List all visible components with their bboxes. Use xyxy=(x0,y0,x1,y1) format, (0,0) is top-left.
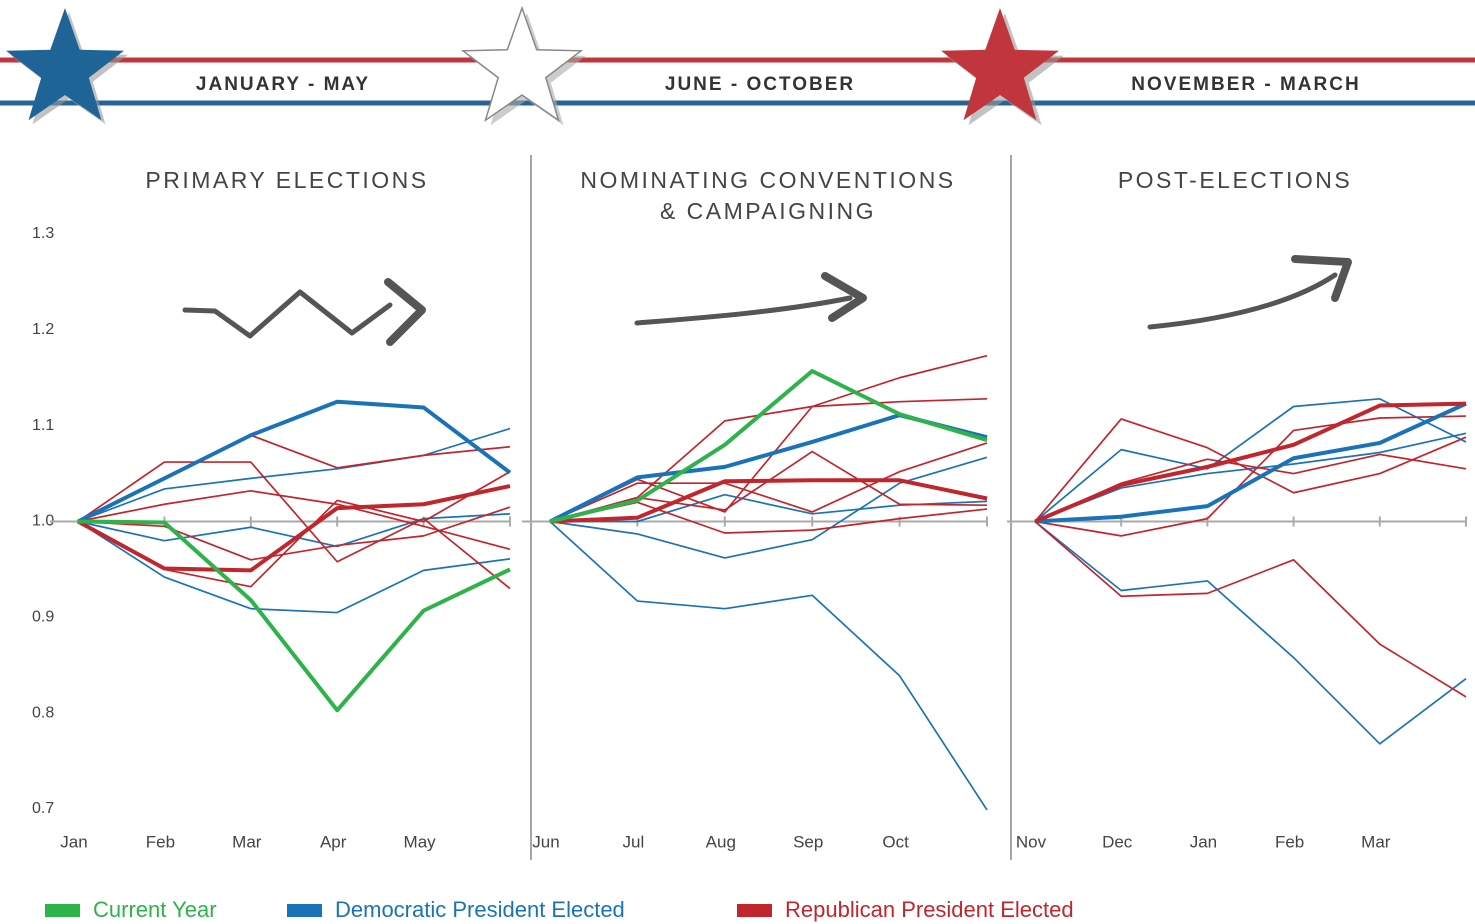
x-tick-label: Aug xyxy=(706,832,736,851)
series-line xyxy=(1035,522,1466,697)
series-line xyxy=(1035,522,1466,744)
series-line xyxy=(78,429,510,522)
legend-swatch xyxy=(737,904,772,917)
period-label: JANUARY - MAY xyxy=(196,74,370,95)
x-tick-label: Dec xyxy=(1102,832,1133,851)
y-tick-label: 1.1 xyxy=(32,417,54,434)
x-tick-label: Mar xyxy=(1361,832,1391,851)
x-tick-label: Feb xyxy=(1275,832,1304,851)
x-tick-label: Apr xyxy=(320,832,347,851)
x-tick-label: May xyxy=(404,832,437,851)
y-tick-label: 0.7 xyxy=(32,800,54,817)
x-tick-label: Jan xyxy=(60,832,87,851)
x-tick-label: Feb xyxy=(146,832,175,851)
x-tick-label: Jul xyxy=(623,832,645,851)
trend-arrow xyxy=(185,292,390,336)
trend-arrow xyxy=(1150,275,1335,327)
x-tick-label: Jun xyxy=(532,832,559,851)
trend-arrow xyxy=(637,298,850,323)
banner xyxy=(0,8,1475,125)
series-line xyxy=(550,356,987,522)
series-line xyxy=(1035,433,1466,521)
y-tick-label: 0.9 xyxy=(32,609,54,626)
legend-label: Republican President Elected xyxy=(785,897,1074,922)
legend-label: Current Year xyxy=(93,897,217,922)
panel-title: NOMINATING CONVENTIONS xyxy=(580,167,955,193)
x-tick-label: Oct xyxy=(882,832,909,851)
page: JANUARY - MAY PRIMARY ELECTIONS 0.7 0.8 0.9 1… xyxy=(0,0,1475,924)
panel-title: PRIMARY ELECTIONS xyxy=(145,167,428,193)
series-line xyxy=(550,522,987,810)
legend-swatch xyxy=(287,904,322,917)
y-tick-label: 1.2 xyxy=(32,321,54,338)
series-line-bold xyxy=(1035,404,1466,522)
chart: JANUARY - MAY PRIMARY ELECTIONS 0.7 0.8 0.9 1… xyxy=(0,0,1475,924)
panel-title: & CAMPAIGNING xyxy=(660,198,876,224)
trend-arrows xyxy=(185,259,1348,342)
x-tick-label: Jan xyxy=(1190,832,1217,851)
y-tick-label: 0.8 xyxy=(32,704,54,721)
y-tick-label: 1.3 xyxy=(32,225,54,242)
arrowhead xyxy=(388,282,422,342)
legend-swatch xyxy=(45,904,80,917)
period-label: JUNE - OCTOBER xyxy=(665,74,855,95)
series-line-bold xyxy=(1035,404,1466,522)
series-line-bold xyxy=(550,371,987,521)
series-line-bold xyxy=(78,522,510,711)
legend-label: Democratic President Elected xyxy=(335,897,625,922)
x-tick-label: Mar xyxy=(232,832,262,851)
series-line-bold xyxy=(78,402,510,522)
series-line xyxy=(78,507,510,560)
period-label: NOVEMBER - MARCH xyxy=(1131,74,1360,95)
x-tick-label: Sep xyxy=(793,832,823,851)
x-tick-label: Nov xyxy=(1016,832,1047,851)
panel-title: POST-ELECTIONS xyxy=(1118,167,1352,193)
